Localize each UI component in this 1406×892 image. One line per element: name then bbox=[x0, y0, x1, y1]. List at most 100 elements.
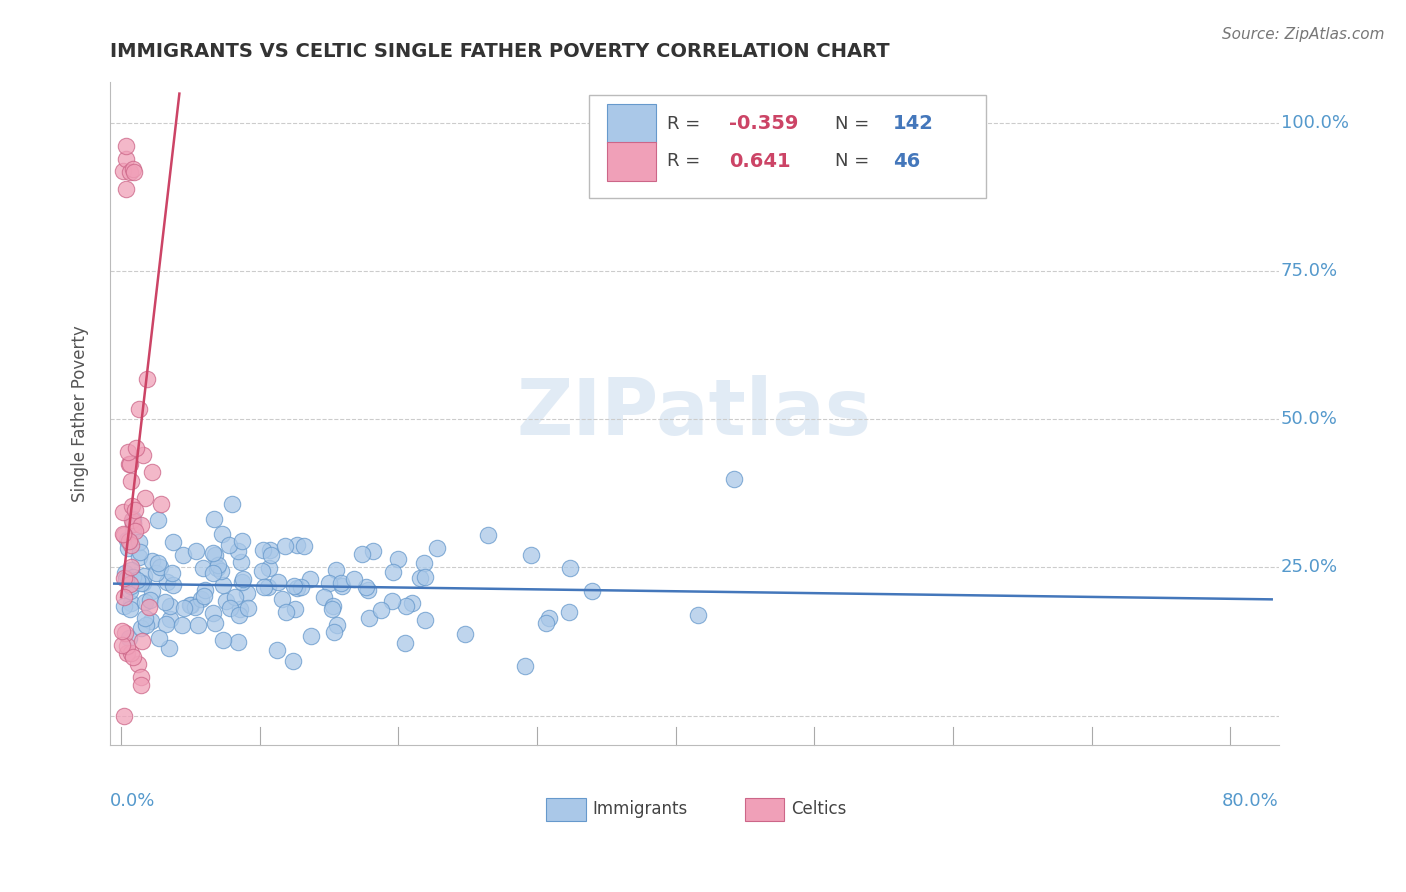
Point bbox=[170, 617, 193, 632]
Point bbox=[226, 544, 249, 558]
Point bbox=[413, 570, 436, 584]
Point bbox=[408, 571, 430, 585]
Point bbox=[201, 606, 224, 620]
Point bbox=[155, 616, 177, 631]
Point bbox=[129, 670, 152, 684]
Point bbox=[312, 591, 335, 605]
Point bbox=[129, 545, 152, 559]
Point bbox=[209, 564, 232, 578]
Point bbox=[124, 165, 146, 179]
Point bbox=[111, 624, 134, 639]
Text: Immigrants: Immigrants bbox=[593, 800, 688, 818]
Point bbox=[394, 636, 416, 650]
Point bbox=[477, 528, 499, 542]
Point bbox=[359, 611, 381, 625]
Text: 100.0%: 100.0% bbox=[1281, 114, 1348, 132]
FancyBboxPatch shape bbox=[546, 798, 586, 821]
Text: IMMIGRANTS VS CELTIC SINGLE FATHER POVERTY CORRELATION CHART: IMMIGRANTS VS CELTIC SINGLE FATHER POVER… bbox=[110, 42, 890, 61]
Text: 50.0%: 50.0% bbox=[1281, 410, 1339, 428]
Point bbox=[112, 527, 135, 541]
Point bbox=[124, 503, 146, 517]
Point bbox=[520, 548, 543, 562]
Point bbox=[271, 592, 294, 607]
Point bbox=[118, 457, 141, 471]
Point bbox=[128, 401, 150, 416]
Point bbox=[156, 574, 179, 589]
Point bbox=[395, 599, 418, 614]
Point bbox=[238, 600, 260, 615]
Point bbox=[132, 449, 155, 463]
Point bbox=[114, 626, 136, 640]
Point bbox=[323, 624, 346, 639]
Point bbox=[401, 596, 423, 610]
Point bbox=[357, 583, 380, 598]
Point bbox=[173, 600, 195, 615]
Point bbox=[172, 548, 194, 562]
Point bbox=[129, 576, 152, 591]
Point bbox=[228, 607, 250, 622]
Point bbox=[413, 614, 436, 628]
Point bbox=[122, 570, 145, 584]
Point bbox=[256, 580, 278, 594]
Point bbox=[221, 497, 243, 511]
Point bbox=[148, 556, 170, 570]
Point bbox=[114, 566, 136, 580]
Point bbox=[224, 590, 246, 604]
Point bbox=[115, 533, 138, 547]
Point bbox=[121, 650, 143, 665]
Text: 0.0%: 0.0% bbox=[110, 791, 156, 810]
Point bbox=[229, 601, 252, 615]
Point bbox=[150, 497, 173, 511]
Point bbox=[162, 566, 184, 581]
Point bbox=[120, 164, 142, 178]
Point bbox=[330, 576, 353, 591]
Point bbox=[120, 457, 142, 471]
Point bbox=[129, 621, 152, 635]
Point bbox=[454, 627, 477, 641]
Point bbox=[231, 555, 253, 569]
Point bbox=[274, 605, 297, 619]
Point bbox=[114, 138, 136, 153]
Point bbox=[354, 580, 377, 594]
Point bbox=[121, 516, 143, 531]
Point bbox=[115, 182, 138, 196]
Point bbox=[111, 638, 134, 652]
Text: 75.0%: 75.0% bbox=[1281, 262, 1339, 280]
Point bbox=[218, 538, 240, 552]
Point bbox=[321, 602, 343, 616]
Point bbox=[134, 595, 156, 609]
Point bbox=[537, 611, 560, 625]
Point bbox=[149, 560, 172, 574]
Point bbox=[184, 600, 207, 615]
Point bbox=[117, 541, 139, 555]
Point bbox=[115, 572, 138, 586]
Point bbox=[162, 578, 184, 592]
Point bbox=[202, 512, 225, 526]
Point bbox=[253, 580, 276, 594]
Point bbox=[226, 635, 249, 649]
Point bbox=[426, 541, 449, 556]
Point bbox=[363, 544, 385, 558]
Point bbox=[250, 564, 273, 578]
Point bbox=[112, 590, 135, 604]
FancyBboxPatch shape bbox=[607, 104, 655, 143]
Point bbox=[211, 526, 233, 541]
Point bbox=[266, 643, 288, 657]
Point bbox=[112, 528, 135, 542]
Point bbox=[534, 615, 557, 630]
Point bbox=[201, 546, 224, 560]
Point bbox=[128, 535, 150, 549]
Point bbox=[148, 631, 170, 645]
Point bbox=[581, 584, 603, 599]
Point bbox=[285, 581, 308, 595]
Point bbox=[115, 640, 138, 654]
Point bbox=[186, 543, 208, 558]
Point bbox=[283, 654, 305, 668]
Point bbox=[129, 678, 152, 692]
Point bbox=[120, 563, 142, 577]
Point bbox=[141, 465, 163, 479]
FancyBboxPatch shape bbox=[589, 95, 987, 198]
Point bbox=[285, 538, 308, 552]
Point bbox=[180, 599, 202, 613]
Point bbox=[122, 523, 145, 537]
